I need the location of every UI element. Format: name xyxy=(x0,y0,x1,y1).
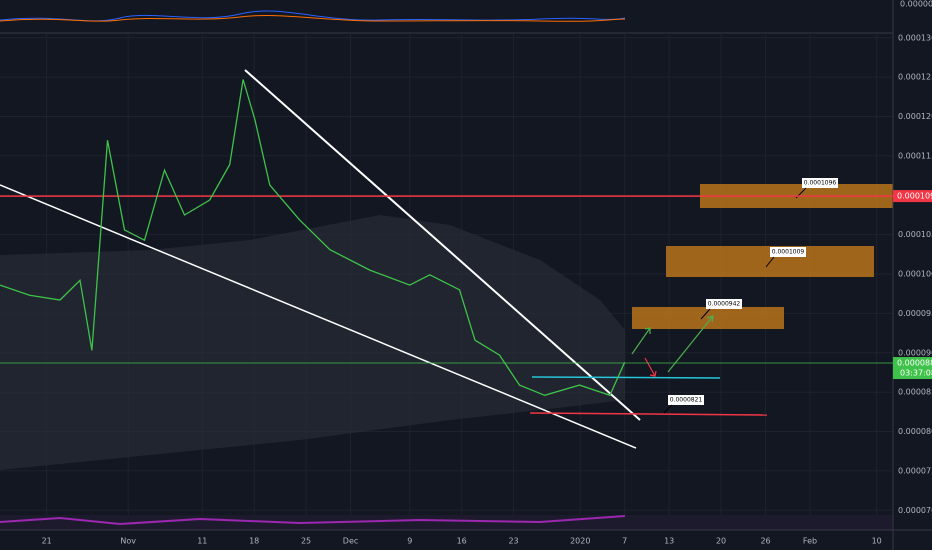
callout: 0.0000942 xyxy=(700,299,742,320)
y-tick-label: 0.0001200 xyxy=(898,112,932,121)
x-tick-label: 11 xyxy=(197,537,207,546)
price-tag xyxy=(893,357,932,380)
x-tick-label: 9 xyxy=(407,537,412,546)
rsi-line xyxy=(0,515,626,526)
trend-line xyxy=(0,184,637,449)
y-tick-label: 0.0001000 xyxy=(898,270,932,279)
price-line xyxy=(0,79,626,397)
x-tick-label: 2020 xyxy=(570,537,590,546)
callout-text: 0.0001096 xyxy=(804,180,837,187)
trend-line xyxy=(244,69,641,421)
indicator-line xyxy=(0,15,626,22)
indicator-line xyxy=(0,10,626,22)
callout-text: 0.0001009 xyxy=(772,249,805,256)
x-tick-label: 21 xyxy=(42,537,52,546)
y-tick-label: 0.0000950 xyxy=(898,309,932,318)
x-tick-label: 18 xyxy=(249,537,259,546)
x-tick-label: Dec xyxy=(343,537,358,546)
arrow xyxy=(631,327,651,355)
x-tick-label: 20 xyxy=(716,537,726,546)
callout-text: 0.0000821 xyxy=(670,397,703,404)
top-panel-tick: 0.0000000 xyxy=(900,0,932,9)
y-tick-label: 0.0001250 xyxy=(898,73,932,82)
rsi-panel xyxy=(0,515,893,530)
callout: 0.0001009 xyxy=(765,247,806,268)
x-tick-label: 26 xyxy=(760,537,770,546)
arrow xyxy=(644,357,657,377)
y-tick-label: 0.0000750 xyxy=(898,466,932,475)
x-tick-label: 16 xyxy=(457,537,467,546)
arrow xyxy=(667,315,714,373)
x-tick-label: 13 xyxy=(664,537,674,546)
x-tick-label: Feb xyxy=(803,537,817,546)
callout: 0.0000821 xyxy=(663,395,704,414)
x-tick-label: 25 xyxy=(301,537,311,546)
y-tick-label: 0.0001300 xyxy=(898,33,932,42)
y-tick-label: 0.0000800 xyxy=(898,427,932,436)
callout-text: 0.0000942 xyxy=(708,301,741,308)
band xyxy=(0,215,625,470)
y-tick-label: 0.0000850 xyxy=(898,388,932,397)
x-tick-label: 7 xyxy=(622,537,627,546)
y-tick-label: 0.0000900 xyxy=(898,348,932,357)
support-line xyxy=(529,412,768,416)
x-tick-label: Nov xyxy=(120,537,136,546)
y-tick-label: 0.0001050 xyxy=(898,230,932,239)
countdown: 03:37:08 xyxy=(900,369,932,378)
marks: 0.0000700 0.0000750 0.0000800 0.0000850 0.00… xyxy=(0,33,932,546)
support-line xyxy=(531,376,721,379)
x-tick-label: 23 xyxy=(508,537,518,546)
price-tag-text: 0.0001099 xyxy=(897,192,932,201)
price-tag xyxy=(893,190,932,203)
x-tick-label: 10 xyxy=(872,537,882,546)
price-tag-text: 0.0000887 xyxy=(897,359,932,368)
y-tick-label: 0.0001150 xyxy=(898,151,932,160)
y-tick-label: 0.0000700 xyxy=(898,506,932,515)
